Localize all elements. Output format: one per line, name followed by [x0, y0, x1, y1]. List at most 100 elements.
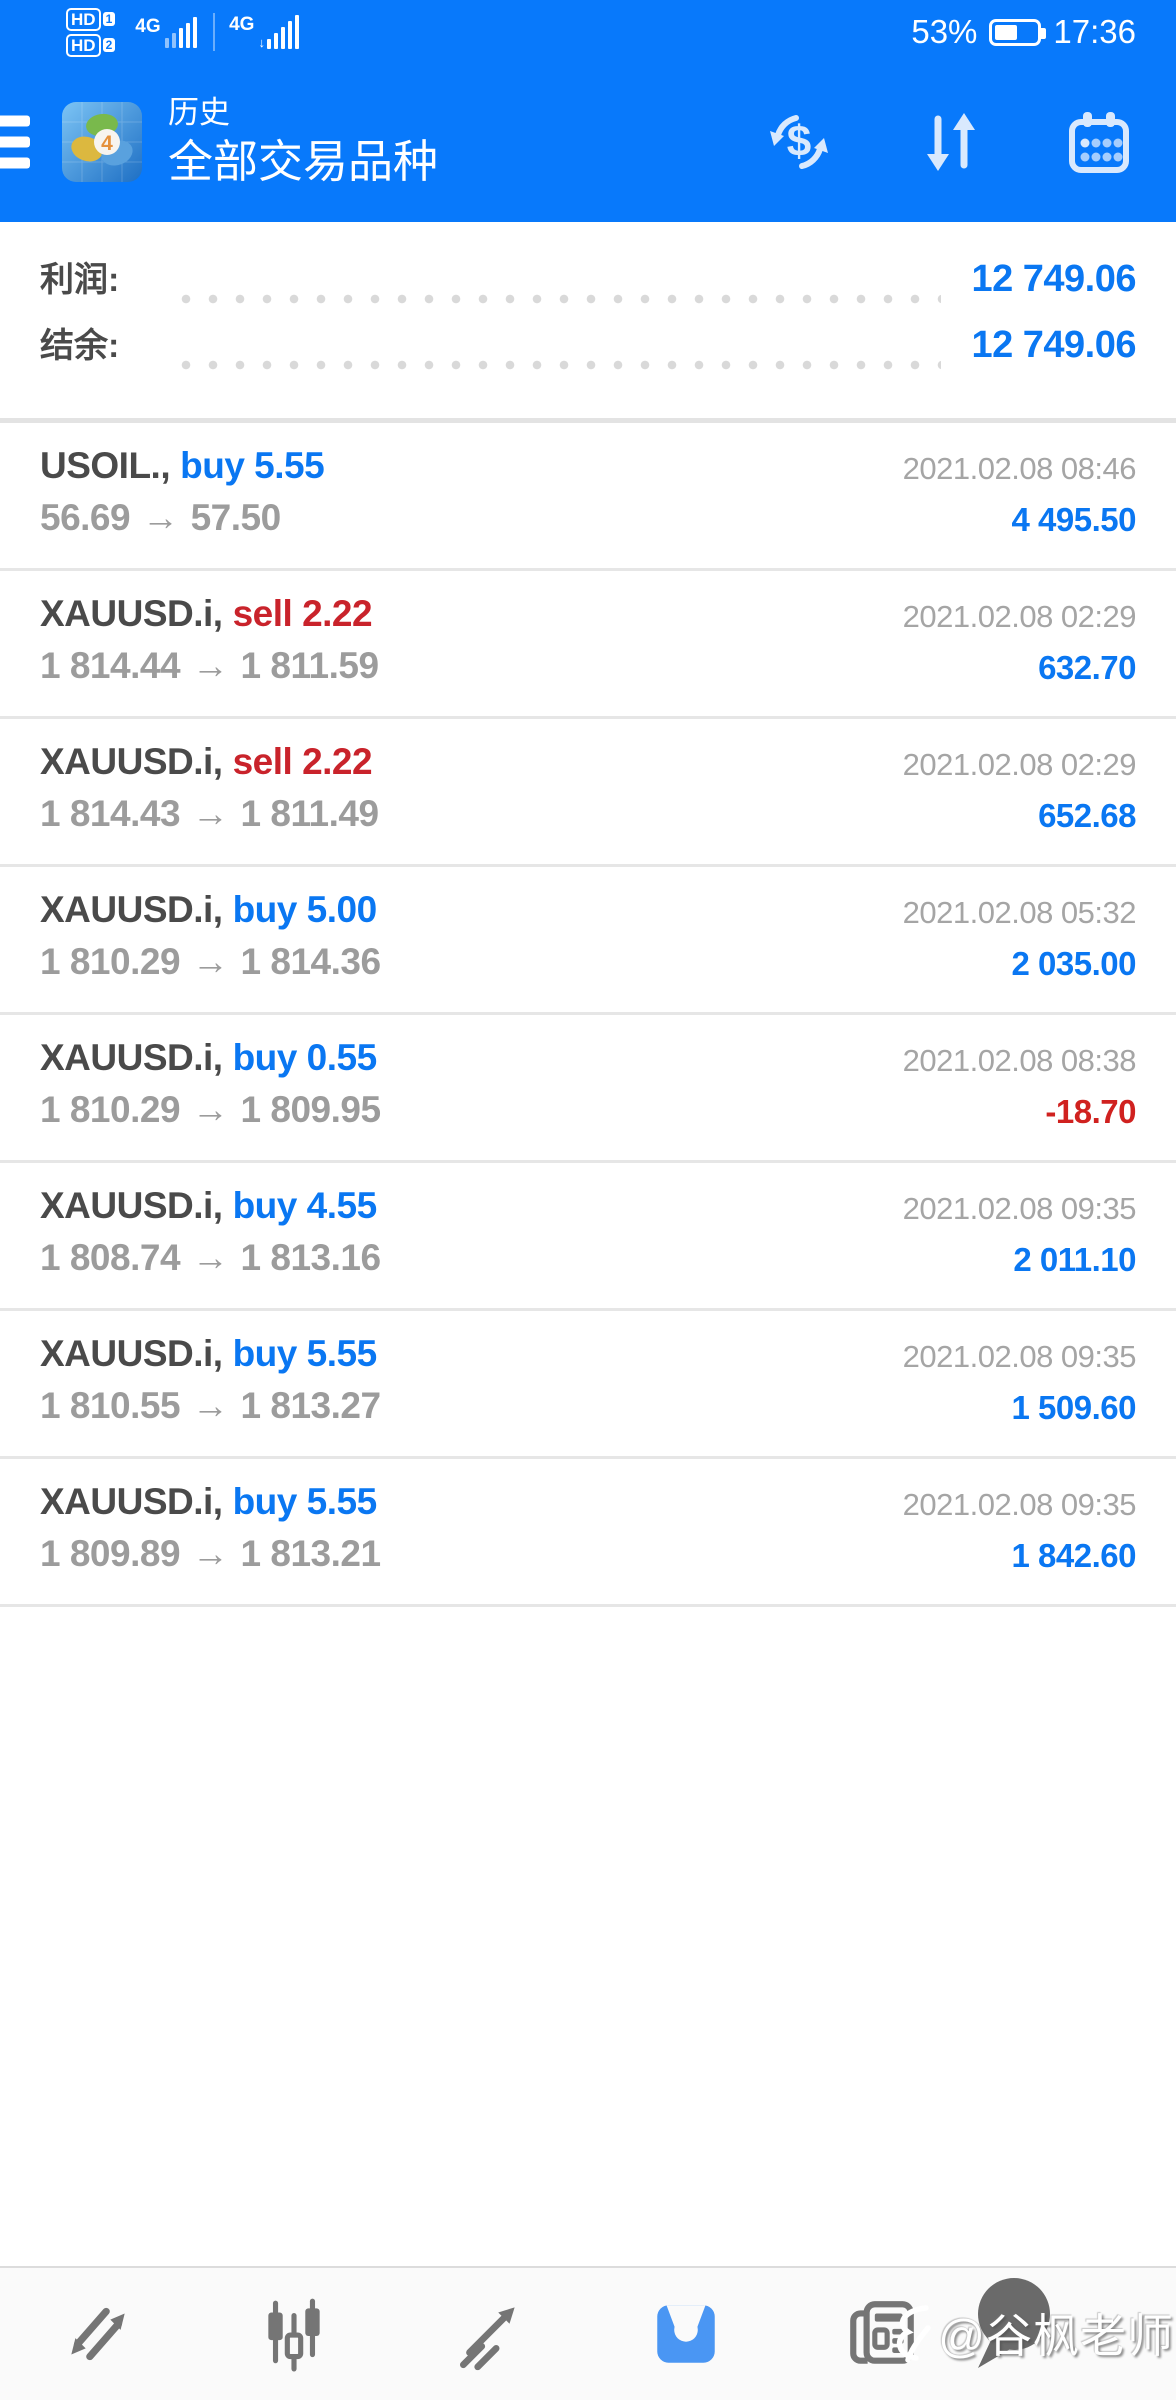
arrow-icon: → [192, 1533, 229, 1574]
trade-datetime: 2021.02.08 08:38 [902, 1043, 1137, 1078]
trade-profit: 632.70 [1038, 649, 1136, 686]
trade-profit: 652.68 [1038, 797, 1136, 834]
trade-prices: 1 814.43 → 1 811.49 [40, 793, 379, 834]
trade-row[interactable]: XAUUSD.i, buy 4.55 1 808.74 → 1 813.16 2021… [0, 1163, 1176, 1311]
trade-side: buy 5.00 [232, 889, 378, 930]
trade-row[interactable]: XAUUSD.i, buy 5.00 1 810.29 → 1 814.36 2021… [0, 867, 1176, 1015]
trade-symbol: XAUUSD.i, [40, 593, 223, 634]
bottom-nav [0, 2266, 1176, 2400]
trade-symbol: XAUUSD.i, [40, 1481, 223, 1522]
data-arrow-icon: ↓ [258, 35, 265, 50]
top-bar: HD 1 HD 2 4G 4G ↓ 53% 17:36 [0, 0, 1176, 222]
trade-profit: 2 035.00 [1011, 945, 1137, 982]
sort-arrows-icon[interactable] [916, 109, 982, 175]
profit-row: 利润: 12 749.06 [40, 252, 1136, 318]
trade-profit: 1 842.60 [1011, 1537, 1137, 1574]
trade-row[interactable]: XAUUSD.i, buy 5.55 1 809.89 → 1 813.21 2021… [0, 1459, 1176, 1607]
arrow-icon: → [192, 1237, 229, 1278]
trade-symbol: XAUUSD.i, [40, 1185, 223, 1226]
nav-news[interactable] [784, 2268, 980, 2400]
trade-row[interactable]: USOIL., buy 5.55 56.69 → 57.50 2021.02.08 0… [0, 423, 1176, 571]
trade-history-list: USOIL., buy 5.55 56.69 → 57.50 2021.02.08 0… [0, 423, 1176, 1607]
trade-profit: 2 011.10 [1013, 1241, 1136, 1278]
header-titles: 历史 全部交易品种 [168, 95, 438, 189]
trade-datetime: 2021.02.08 02:29 [902, 599, 1137, 634]
trade-side: buy 4.55 [232, 1185, 378, 1226]
clock: 17:36 [1053, 13, 1136, 50]
balance-value: 12 749.06 [971, 324, 1136, 366]
trade-prices: 56.69 → 57.50 [40, 497, 281, 538]
trade-datetime: 2021.02.08 08:46 [902, 451, 1137, 486]
dotted-leader [181, 294, 942, 304]
arrow-icon: → [192, 1089, 229, 1130]
trade-datetime: 2021.02.08 09:35 [902, 1339, 1137, 1374]
hd-badges: HD 1 HD 2 [66, 7, 116, 57]
nav-history[interactable] [588, 2268, 784, 2400]
status-bar: HD 1 HD 2 4G 4G ↓ 53% 17:36 [0, 0, 1176, 62]
account-summary: 利润: 12 749.06 结余: 12 749.06 [0, 222, 1176, 423]
trade-side: buy 5.55 [232, 1333, 378, 1374]
profit-value: 12 749.06 [971, 258, 1136, 300]
trade-prices: 1 808.74 → 1 813.16 [40, 1237, 381, 1278]
trade-datetime: 2021.02.08 09:35 [902, 1487, 1137, 1522]
trade-datetime: 2021.02.08 02:29 [902, 747, 1137, 782]
nav-trade[interactable] [392, 2268, 588, 2400]
trade-symbol: USOIL., [40, 445, 171, 486]
empty-area [0, 1607, 1176, 2266]
symbol-filter-title[interactable]: 全部交易品种 [168, 135, 439, 187]
battery-icon [989, 18, 1047, 46]
trade-symbol: XAUUSD.i, [40, 1037, 223, 1078]
nav-charts[interactable] [196, 2268, 392, 2400]
signal-sim2-icon: 4G ↓ [229, 15, 300, 50]
hd-sim1-icon: HD 1 [66, 7, 116, 31]
trade-symbol: XAUUSD.i, [40, 889, 223, 930]
svg-text:$: $ [787, 117, 811, 166]
balance-label: 结余: [40, 327, 120, 365]
app-header: 4 历史 全部交易品种 $ [0, 62, 1176, 222]
trade-row[interactable]: XAUUSD.i, buy 0.55 1 810.29 → 1 809.95 2021… [0, 1015, 1176, 1163]
trade-profit: 4 495.50 [1011, 501, 1137, 538]
arrow-icon: → [142, 497, 179, 538]
page-title: 历史 [168, 95, 230, 131]
divider [213, 13, 216, 51]
trade-row[interactable]: XAUUSD.i, sell 2.22 1 814.44 → 1 811.59 202… [0, 571, 1176, 719]
trade-prices: 1 809.89 → 1 813.21 [40, 1533, 381, 1574]
trade-side: sell 2.22 [232, 593, 373, 634]
trade-symbol: XAUUSD.i, [40, 1333, 223, 1374]
trade-prices: 1 810.29 → 1 809.95 [40, 1089, 381, 1130]
header-actions: $ [766, 109, 1132, 175]
charts-icon [268, 2298, 320, 2372]
trade-prices: 1 810.29 → 1 814.36 [40, 941, 381, 982]
menu-icon[interactable] [0, 115, 30, 169]
arrow-icon: → [192, 1385, 229, 1426]
trade-row[interactable]: XAUUSD.i, buy 5.55 1 810.55 → 1 813.27 2021… [0, 1311, 1176, 1459]
nav-slot-6 [980, 2268, 1176, 2400]
arrow-icon: → [192, 645, 229, 686]
calendar-icon[interactable] [1066, 109, 1132, 175]
currency-exchange-icon[interactable]: $ [766, 109, 832, 175]
battery-percent: 53% [911, 13, 978, 50]
mt4-app-icon: 4 [62, 102, 142, 182]
trade-prices: 1 810.55 → 1 813.27 [40, 1385, 381, 1426]
arrow-icon: → [192, 941, 229, 982]
trade-symbol: XAUUSD.i, [40, 741, 223, 782]
trade-icon [459, 2307, 515, 2371]
svg-text:4: 4 [101, 132, 113, 155]
signal-sim1-icon: 4G [135, 16, 198, 48]
news-icon [850, 2301, 914, 2364]
trade-profit: -18.70 [1045, 1093, 1136, 1130]
trade-side: buy 0.55 [232, 1037, 378, 1078]
trade-row[interactable]: XAUUSD.i, sell 2.22 1 814.43 → 1 811.49 202… [0, 719, 1176, 867]
status-right: 53% 17:36 [911, 13, 1136, 51]
hd-sim2-icon: HD 2 [66, 33, 116, 57]
balance-row: 结余: 12 749.06 [40, 318, 1136, 384]
trade-side: buy 5.55 [232, 1481, 378, 1522]
trade-datetime: 2021.02.08 05:32 [902, 895, 1137, 930]
arrow-icon: → [192, 793, 229, 834]
status-left: HD 1 HD 2 4G 4G ↓ [66, 7, 315, 57]
trade-profit: 1 509.60 [1011, 1389, 1137, 1426]
nav-quotes[interactable] [0, 2268, 196, 2400]
history-icon [657, 2305, 715, 2363]
quotes-icon [71, 2307, 125, 2361]
trade-side: buy 5.55 [180, 445, 325, 486]
